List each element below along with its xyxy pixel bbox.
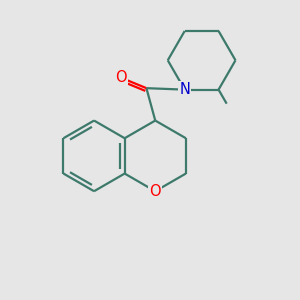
- Text: O: O: [116, 70, 127, 86]
- Text: O: O: [149, 184, 161, 199]
- Text: N: N: [179, 82, 190, 97]
